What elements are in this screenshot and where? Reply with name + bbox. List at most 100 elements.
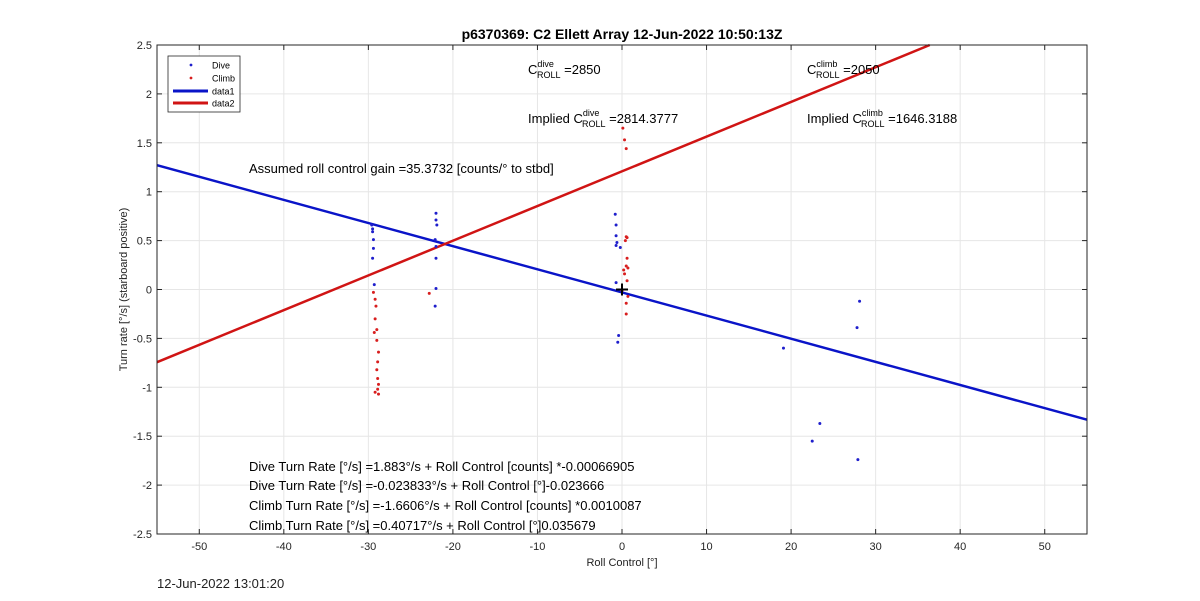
- dive-point: [614, 234, 618, 238]
- legend-dive-marker: [189, 63, 193, 67]
- dive-point: [614, 243, 618, 247]
- climb-point: [623, 138, 627, 142]
- climb-point: [626, 266, 630, 270]
- climb-point: [373, 317, 377, 321]
- climb-point: [626, 294, 630, 298]
- dive-point: [615, 241, 619, 245]
- dive-point: [370, 223, 374, 227]
- dive-point: [855, 326, 859, 330]
- dive-point: [371, 256, 375, 260]
- dive-point: [818, 421, 822, 425]
- climb-point: [375, 328, 379, 332]
- y-tick-label: -1.5: [133, 431, 152, 443]
- annotation-c-dive: Cdive ROLL =2850: [528, 59, 601, 80]
- annotation-assumed-gain: Assumed roll control gain =35.3732 [coun…: [249, 161, 554, 176]
- annotation-c-climb-sup: climb: [816, 59, 837, 69]
- dive-point: [856, 458, 860, 462]
- dive-point: [810, 439, 814, 443]
- legend-data2-label: data2: [212, 99, 235, 109]
- climb-point: [371, 290, 375, 294]
- chart-title: p6370369: C2 Ellett Array 12-Jun-2022 10…: [462, 26, 783, 42]
- legend-climb-label: Climb: [212, 74, 235, 84]
- dive-point: [781, 346, 785, 350]
- dive-point: [433, 238, 437, 242]
- annotation-implied-dive-sub: ROLL: [582, 119, 606, 129]
- dive-point: [433, 304, 437, 308]
- x-tick-label: 20: [785, 541, 797, 553]
- origin-marker: [616, 283, 628, 296]
- dive-point: [614, 223, 618, 227]
- dive-point: [434, 218, 438, 222]
- dive-point: [371, 246, 375, 250]
- dive-point: [371, 238, 375, 242]
- data2-line: [156, 43, 931, 364]
- y-tick-label: -0.5: [133, 333, 152, 345]
- x-tick-label: 30: [870, 541, 882, 553]
- climb-point: [625, 279, 629, 283]
- climb-point: [375, 368, 379, 372]
- y-tick-label: 0.5: [137, 236, 152, 248]
- x-tick-label: -40: [276, 541, 292, 553]
- x-tick-label: 0: [619, 541, 625, 553]
- climb-point: [376, 360, 380, 364]
- dive-point: [434, 211, 438, 215]
- climb-point: [377, 382, 381, 386]
- climb-point: [374, 304, 378, 308]
- y-tick-label: -1: [142, 382, 152, 394]
- y-tick-label: 0: [146, 285, 152, 297]
- annotation-implied-climb-value: =1646.3188: [885, 111, 958, 126]
- climb-point: [624, 312, 628, 316]
- plot-frame: [156, 44, 1088, 535]
- x-axis-label: Roll Control [°]: [586, 557, 657, 569]
- x-tick-label: -20: [445, 541, 461, 553]
- annotation-fit-climb-counts: Climb Turn Rate [°/s] =-1.6606°/s + Roll…: [249, 498, 642, 513]
- climb-point: [621, 126, 625, 130]
- x-tick-label: -10: [530, 541, 546, 553]
- y-tick-label: 1: [146, 187, 152, 199]
- dive-point: [434, 244, 438, 248]
- climb-point: [376, 387, 380, 391]
- legend-dive-label: Dive: [212, 61, 230, 71]
- climb-point: [623, 272, 627, 276]
- y-tick-label: -2: [142, 480, 152, 492]
- legend-climb-marker: [189, 76, 193, 80]
- dive-point: [616, 340, 620, 344]
- climb-point: [373, 297, 377, 301]
- annotation-c-dive-sub: ROLL: [537, 70, 561, 80]
- y-tick-label: 2.5: [137, 40, 152, 52]
- dive-point: [371, 227, 375, 231]
- legend: Dive Climb data1 data2: [167, 55, 241, 113]
- annotation-implied-climb-sub: ROLL: [861, 119, 885, 129]
- tick-labels: -50 -40 -30 -20 -10 0 10 20 30 40 50-2.5-2-1.5-1-0…: [133, 40, 1087, 553]
- climb-point: [624, 264, 628, 268]
- climb-point: [625, 236, 629, 240]
- climb-point: [376, 376, 380, 380]
- x-tick-label: 50: [1039, 541, 1051, 553]
- annotation-implied-dive-prefix: Implied C: [528, 111, 583, 126]
- dive-point: [371, 230, 375, 234]
- climb-point: [625, 256, 629, 260]
- x-tick-label: -50: [191, 541, 207, 553]
- annotation-fit-climb-deg: Climb Turn Rate [°/s] =0.40717°/s + Roll…: [249, 518, 596, 533]
- annotation-c-climb: Cclimb ROLL =2050: [807, 59, 880, 80]
- annotation-c-dive-prefix: C: [528, 62, 537, 77]
- dive-point: [613, 212, 617, 216]
- climb-point: [372, 331, 376, 335]
- dive-point: [372, 283, 376, 287]
- climb-point: [427, 291, 431, 295]
- dive-point: [434, 256, 438, 260]
- climb-point: [624, 147, 628, 151]
- dive-point: [858, 299, 862, 303]
- annotation-implied-dive-sup: dive: [583, 108, 600, 118]
- annotation-implied-dive: Implied Cdive ROLL =2814.3777: [528, 108, 678, 129]
- annotation-fit-dive-counts: Dive Turn Rate [°/s] =1.883°/s + Roll Co…: [249, 459, 634, 474]
- timestamp-label: 12-Jun-2022 13:01:20: [157, 576, 285, 591]
- dive-point: [434, 287, 438, 291]
- climb-point: [622, 268, 626, 272]
- climb-point: [624, 301, 628, 305]
- x-tick-label: -30: [360, 541, 376, 553]
- x-tick-label: 10: [700, 541, 712, 553]
- climb-point: [377, 350, 381, 354]
- climb-point: [373, 390, 377, 394]
